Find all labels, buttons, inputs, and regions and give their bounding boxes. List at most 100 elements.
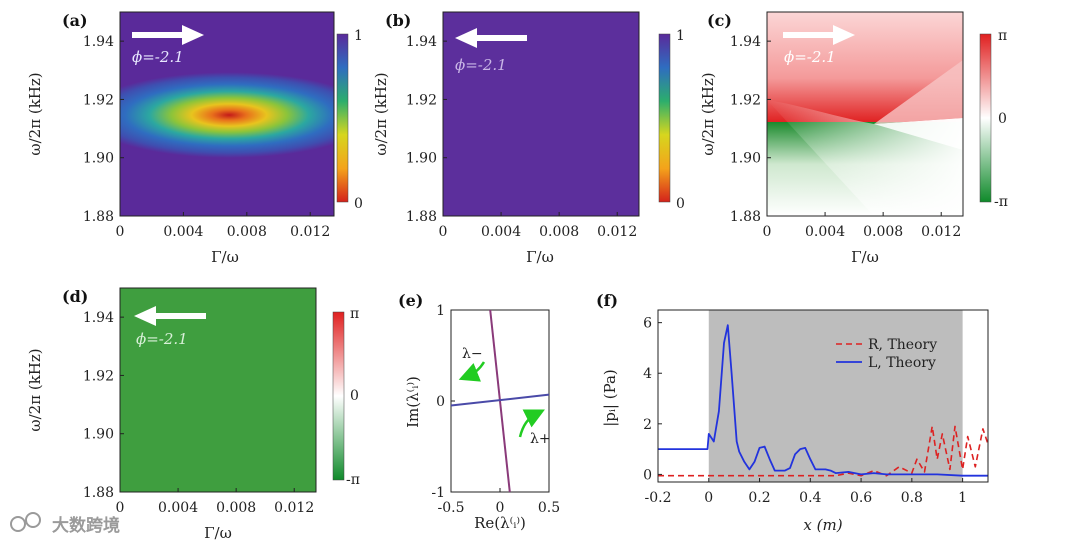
panel-f-xtick-label: 0.8 <box>901 490 923 506</box>
legend-r-label: R, Theory <box>868 337 937 353</box>
panel-a-xtick-label: 0 <box>116 224 125 240</box>
panel-a-xtick-label: 0.008 <box>227 224 267 240</box>
panel-f-xtick-label: -0.2 <box>645 490 672 506</box>
panel-d-cbar-bottom: -π <box>346 472 360 488</box>
panel-e-ytick-label: 1 <box>436 303 445 319</box>
panel-c-colorbar <box>979 33 992 203</box>
panel-a-cbar-top: 1 <box>354 28 363 44</box>
panel-f-ytick-label: 4 <box>643 366 652 382</box>
panel-c-xtick-label: 0.004 <box>805 224 845 240</box>
panel-d-xtick-label: 0.008 <box>216 500 256 516</box>
panel-a-xtick-label: 0.012 <box>290 224 330 240</box>
panel-f-ylabel: |pᵢ| (Pa) <box>601 369 619 427</box>
panel-b-yticks: 1.88 1.90 1.92 1.94 <box>406 34 447 225</box>
panel-e-ylabel: Im(λ⁽ᵢ⁾) <box>404 376 422 428</box>
watermark: 大数跨境 <box>10 512 120 536</box>
panel-a-ytick-label: 1.94 <box>83 34 114 50</box>
panel-e-xlabel: Re(λ⁽ᵢ⁾) <box>474 514 526 532</box>
panel-f-ytick-label: 2 <box>643 417 652 433</box>
panel-c-label: (c) <box>707 11 732 30</box>
panel-f-xtick-label: 0.4 <box>799 490 821 506</box>
panel-e-label-minus: λ− <box>462 346 483 362</box>
panel-f: (f) R, Theory L, Theory -0.2 0 0.2 0.4 0.6 0.… <box>596 291 989 534</box>
panel-e-series-lambda-plus <box>450 393 550 407</box>
panel-c-xlabel: Γ/ω <box>851 248 879 266</box>
panel-d: (d) ϕ=-2.1 0 0.004 0.008 0.012 1.88 1.90 1.92… <box>26 287 360 542</box>
panel-b-xtick-label: 0.008 <box>539 224 579 240</box>
panel-e-xtick-label: 0 <box>496 500 505 516</box>
panel-d-arrow <box>134 306 206 326</box>
panel-d-label: (d) <box>62 287 88 306</box>
panel-f-xtick-label: 1 <box>958 490 967 506</box>
panel-d-cbar-top: π <box>350 306 359 322</box>
panel-b-xtick-label: 0.004 <box>481 224 521 240</box>
panel-a-phi: ϕ=-2.1 <box>132 48 184 66</box>
panel-f-xlabel: x (m) <box>803 516 842 534</box>
panel-d-xlabel: Γ/ω <box>204 524 232 542</box>
panel-c-ytick-label: 1.88 <box>730 209 761 225</box>
panel-c: (c) ϕ=-2.1 0 0.004 0.008 0.012 1.88 1.90 1.92… <box>699 11 1008 266</box>
panel-e-rotate-arrow-plus <box>518 409 545 438</box>
panel-e-label-plus: λ+ <box>530 431 551 447</box>
panel-c-heatmap <box>767 12 963 216</box>
panel-e-ytick-label: 0 <box>436 394 445 410</box>
panel-a-ytick-label: 1.88 <box>83 209 114 225</box>
panel-d-xtick-label: 0.012 <box>274 500 314 516</box>
panel-c-frame <box>766 11 964 217</box>
panel-d-frame <box>119 287 317 493</box>
panel-d-colorbar <box>332 311 345 481</box>
panel-c-xtick-label: 0.012 <box>921 224 961 240</box>
panel-b-frame <box>442 11 640 217</box>
panel-a-xlabel: Γ/ω <box>211 248 239 266</box>
panel-b-xtick-label: 0 <box>439 224 448 240</box>
panel-c-xtick-label: 0 <box>763 224 772 240</box>
panel-c-phi: ϕ=-2.1 <box>784 48 836 66</box>
panel-a-cbar-bottom: 0 <box>354 196 363 212</box>
legend-l-label: L, Theory <box>868 355 936 371</box>
panel-a-frame <box>119 11 335 217</box>
panel-e-label: (e) <box>398 291 423 310</box>
panel-a-label: (a) <box>62 11 88 30</box>
panel-b-ytick-label: 1.90 <box>406 151 437 167</box>
panel-b-label: (b) <box>385 11 411 30</box>
panel-f-series-l-theory <box>658 324 988 477</box>
panel-b-ytick-label: 1.94 <box>406 34 437 50</box>
panel-c-ytick-label: 1.92 <box>730 92 761 108</box>
panel-d-phi: ϕ=-2.1 <box>136 330 188 348</box>
panel-f-ytick-label: 6 <box>643 316 652 332</box>
panel-d-yticks: 1.88 1.90 1.92 1.94 <box>83 310 124 501</box>
panel-a-xtick-label: 0.004 <box>163 224 203 240</box>
panel-e: (e) λ− λ+ -0.5 0 0.5 1 0 -1 Re(λ⁽ᵢ⁾) Im(λ⁽ᵢ⁾… <box>398 291 560 532</box>
panel-e-yticks: 1 0 -1 <box>431 303 455 501</box>
panel-a-arrow <box>132 25 204 45</box>
watermark-logo-icon <box>10 516 26 532</box>
panel-f-xtick-label: 0 <box>704 490 713 506</box>
panel-f-ytick-label: 0 <box>643 467 652 483</box>
panel-f-label: (f) <box>596 291 618 310</box>
panel-a: (a) ϕ=-2.1 0 0.004 0.008 0.012 1.88 1.90 1.92… <box>26 11 363 266</box>
panel-d-ylabel: ω/2π (kHz) <box>26 348 44 431</box>
panel-d-xtick-label: 0.004 <box>158 500 198 516</box>
panel-b-ytick-label: 1.92 <box>406 92 437 108</box>
panel-c-ytick-label: 1.94 <box>730 34 761 50</box>
panel-b-colorbar <box>658 33 671 203</box>
panel-a-heatmap <box>120 12 334 216</box>
panel-c-cbar-mid: 0 <box>998 111 1007 127</box>
panel-f-xtick-label: 0.6 <box>850 490 872 506</box>
panel-e-rotate-arrow-minus <box>458 361 486 382</box>
panel-a-ytick-label: 1.92 <box>83 92 114 108</box>
panel-f-frame <box>657 309 989 483</box>
panel-e-xtick-label: 0.5 <box>538 500 560 516</box>
panel-d-ytick-label: 1.92 <box>83 368 114 384</box>
panel-c-cbar-top: π <box>998 28 1007 44</box>
panel-b-cbar-bottom: 0 <box>676 196 685 212</box>
panel-b: (b) ϕ=-2.1 0 0.004 0.008 0.012 1.88 1.90 1.92… <box>372 11 685 266</box>
panel-f-xticks: -0.2 0 0.2 0.4 0.6 0.8 1 <box>645 478 967 506</box>
panel-c-xtick-label: 0.008 <box>863 224 903 240</box>
panel-b-xticks: 0 0.004 0.008 0.012 <box>439 212 637 240</box>
panel-f-yticks: 0 2 4 6 <box>643 316 662 483</box>
panel-d-ytick-label: 1.94 <box>83 310 114 326</box>
panel-b-phi: ϕ=-2.1 <box>455 56 507 74</box>
panel-f-xtick-label: 0.2 <box>748 490 770 506</box>
